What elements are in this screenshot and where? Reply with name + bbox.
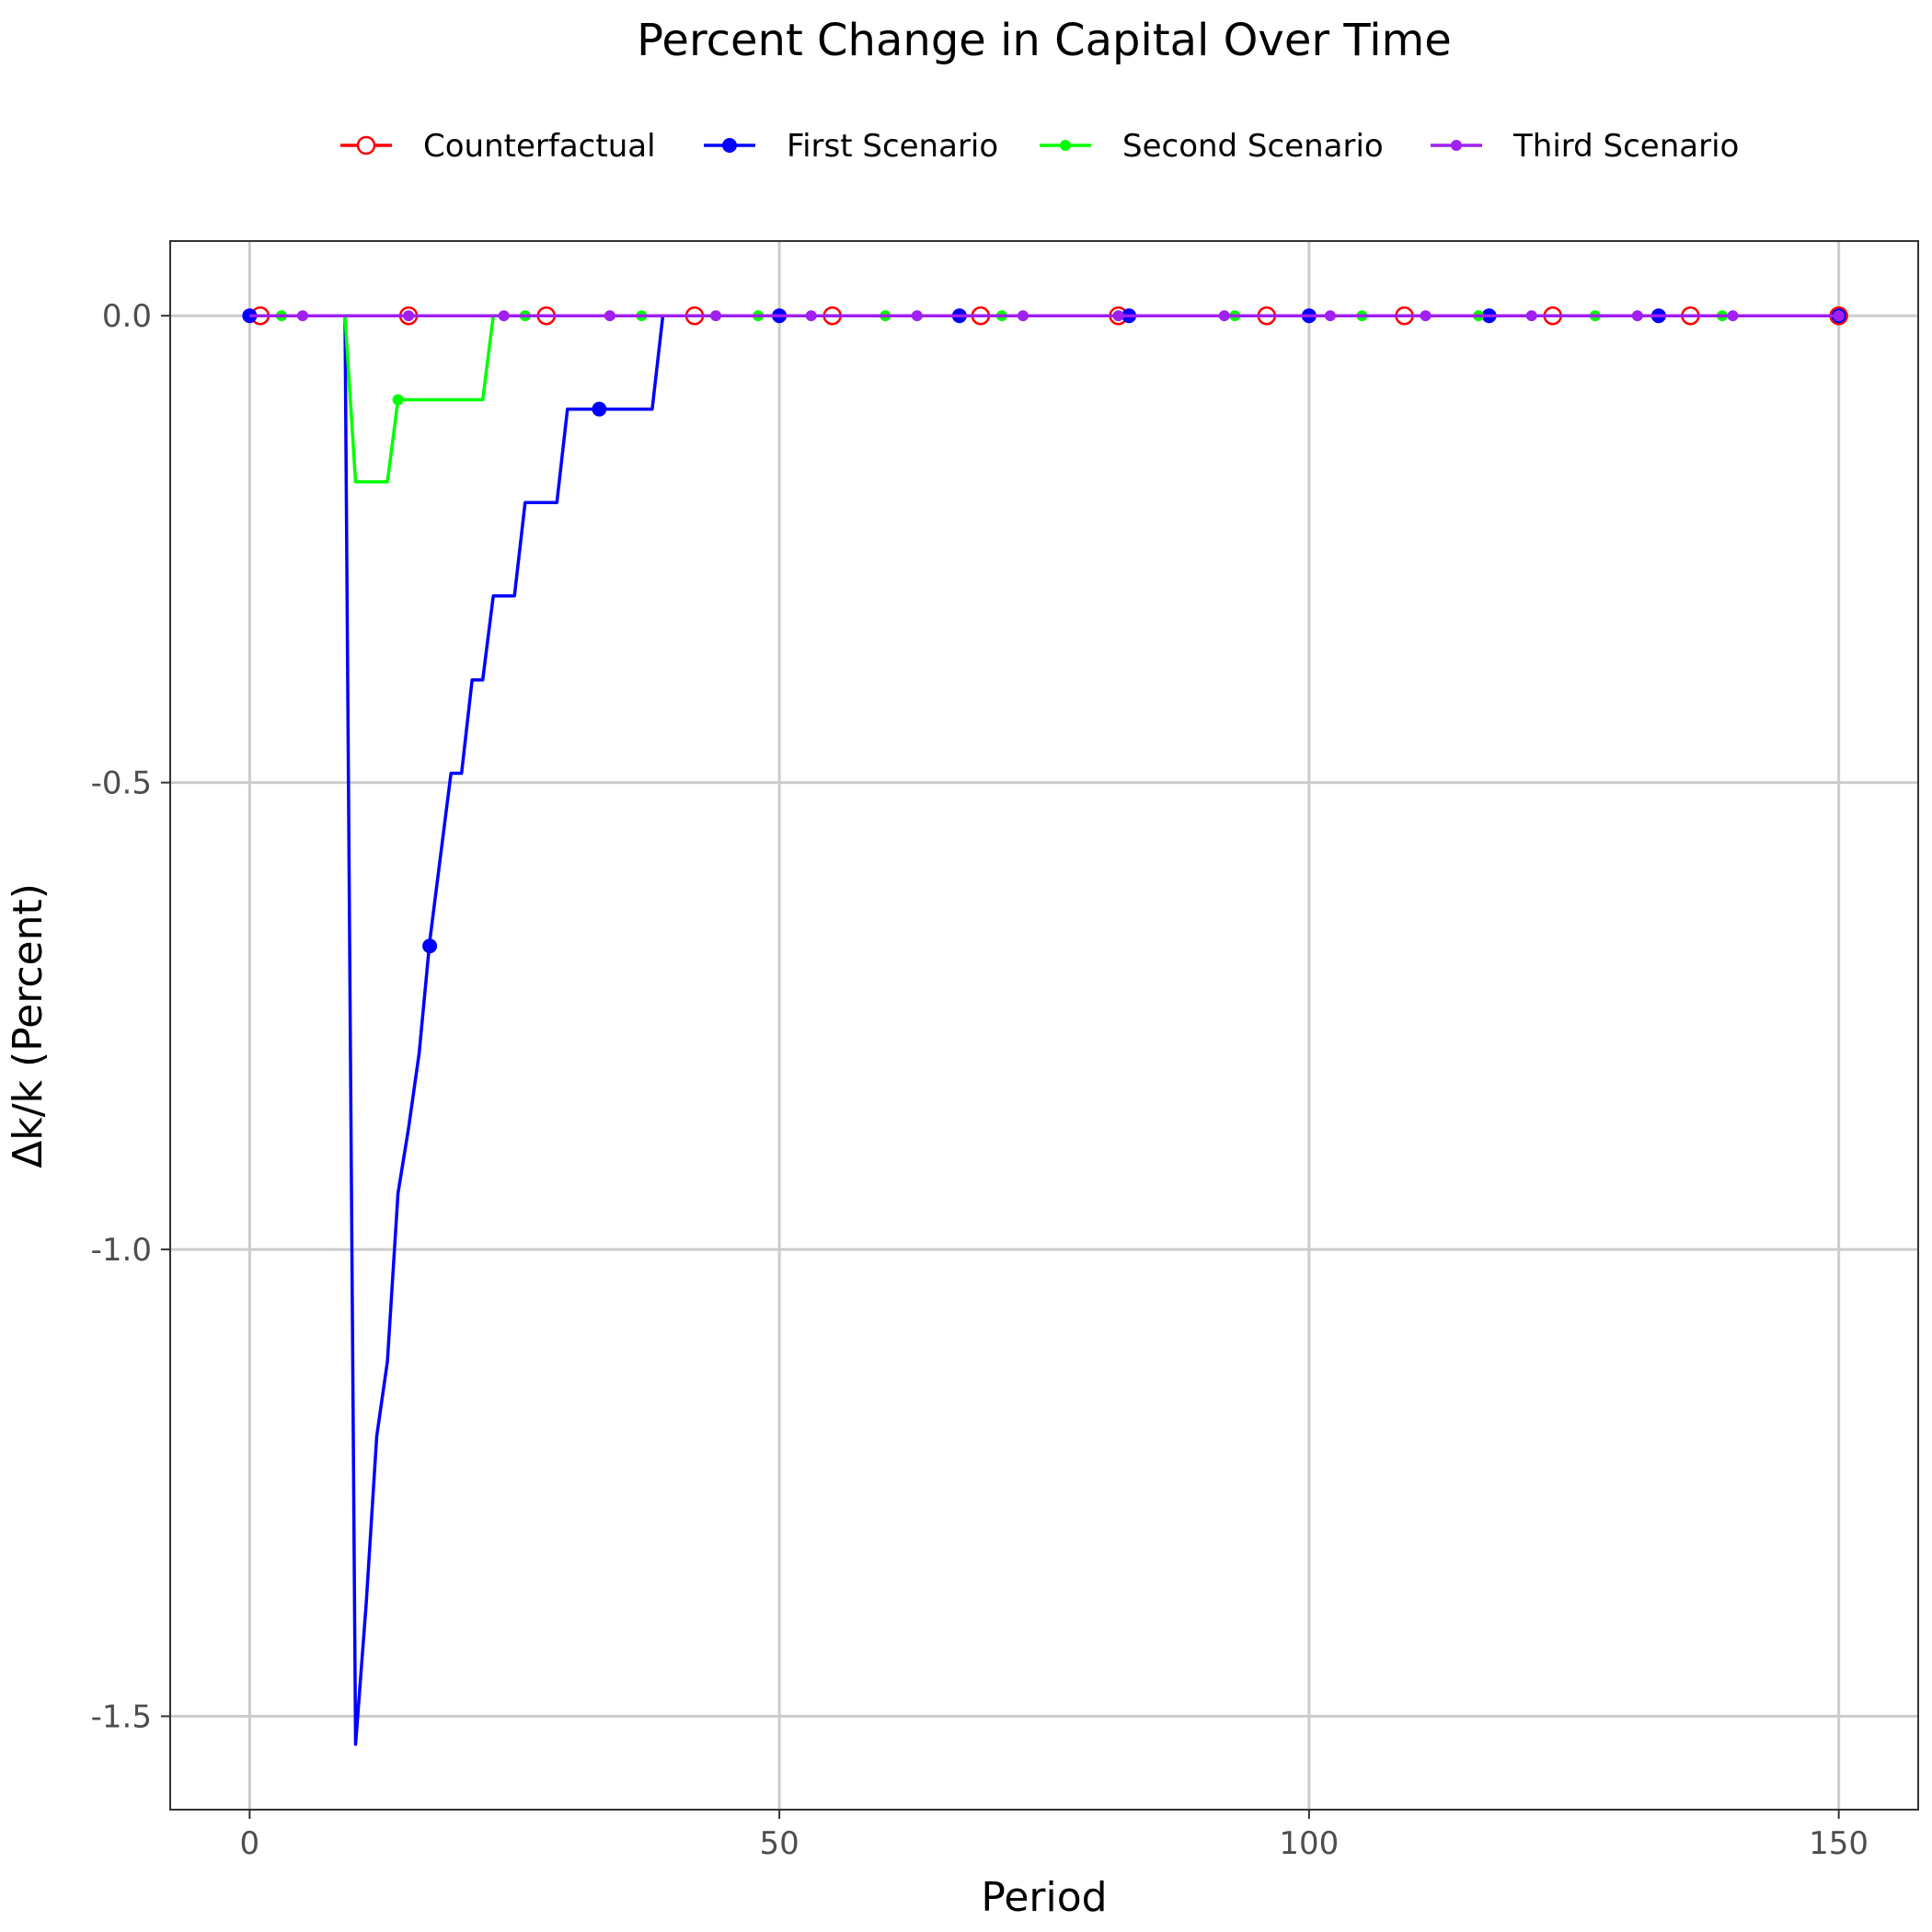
- legend-label: First Scenario: [787, 128, 998, 165]
- third-scenario-point: [710, 310, 722, 322]
- third-scenario-point: [1112, 310, 1124, 322]
- plot-panel: [169, 240, 1919, 1811]
- x-tick-label: 0: [240, 1825, 260, 1862]
- y-tick-label: -1.0: [91, 1232, 152, 1269]
- third-scenario-point: [1017, 310, 1029, 322]
- legend-key-marker: [1060, 140, 1071, 151]
- first-scenario-point: [592, 401, 607, 417]
- legend-item-first-scenario: First Scenario: [704, 128, 998, 165]
- chart-title: Percent Change in Capital Over Time: [637, 15, 1452, 66]
- ticks: 0 50 100 150 0.0 -0.5 -1.0 -1.5: [91, 298, 1869, 1862]
- first-scenario-point: [422, 938, 438, 954]
- legend-key-marker: [1451, 140, 1462, 151]
- legend-key-marker: [356, 135, 376, 155]
- series-layer: [242, 305, 1848, 1746]
- first-scenario-point: [242, 308, 258, 324]
- legend-label: Counterfactual: [423, 128, 656, 165]
- x-tick-label: 100: [1279, 1825, 1339, 1862]
- legend: Counterfactual First Scenario Second Scena…: [340, 128, 1739, 165]
- third-scenario-point: [498, 310, 510, 322]
- first-scenario-line: [249, 314, 1839, 1746]
- third-scenario-point: [1324, 310, 1336, 322]
- grid: [170, 241, 1918, 1810]
- legend-item-third-scenario: Third Scenario: [1431, 128, 1739, 165]
- third-scenario-series: [249, 310, 1845, 322]
- legend-key-marker: [722, 138, 737, 153]
- legend-label: Second Scenario: [1122, 128, 1384, 165]
- x-tick-label: 50: [759, 1825, 799, 1862]
- second-scenario-series: [249, 310, 1845, 484]
- first-scenario-series: [242, 308, 1846, 1746]
- legend-label: Third Scenario: [1512, 128, 1739, 165]
- third-scenario-point: [1525, 310, 1537, 322]
- third-scenario-point: [1631, 310, 1643, 322]
- third-scenario-point: [911, 310, 923, 322]
- third-scenario-point: [296, 310, 308, 322]
- second-scenario-line: [249, 314, 1839, 484]
- y-tick-label: 0.0: [102, 298, 152, 335]
- third-scenario-point: [805, 310, 817, 322]
- third-scenario-point: [1727, 310, 1739, 322]
- legend-item-second-scenario: Second Scenario: [1040, 128, 1384, 165]
- third-scenario-point: [403, 310, 415, 322]
- third-scenario-point: [1420, 310, 1432, 322]
- x-tick-label: 150: [1809, 1825, 1869, 1862]
- second-scenario-point: [392, 394, 404, 406]
- x-axis-title: Period: [981, 1874, 1107, 1921]
- third-scenario-point: [1218, 310, 1230, 322]
- third-scenario-point: [1833, 310, 1845, 322]
- legend-item-counterfactual: Counterfactual: [340, 128, 656, 165]
- y-axis-title: Δk/k (Percent): [5, 883, 52, 1168]
- y-tick-label: -0.5: [91, 765, 152, 802]
- third-scenario-point: [604, 310, 615, 322]
- y-tick-label: -1.5: [91, 1699, 152, 1736]
